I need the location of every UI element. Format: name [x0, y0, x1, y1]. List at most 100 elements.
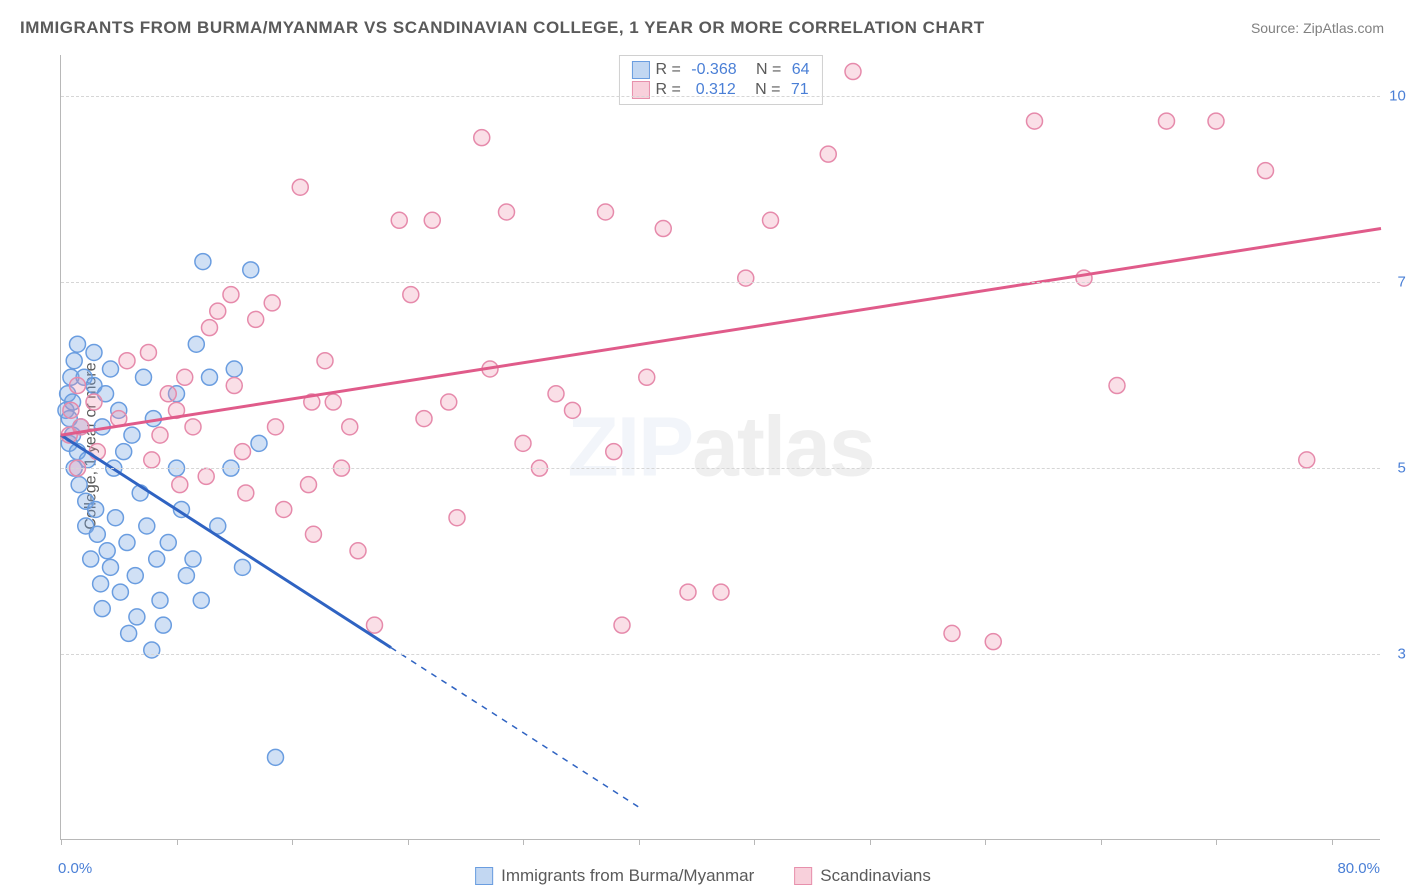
x-tick	[292, 839, 293, 845]
data-point	[178, 568, 194, 584]
data-point	[248, 311, 264, 327]
data-point	[144, 452, 160, 468]
data-point	[301, 477, 317, 493]
data-point	[160, 386, 176, 402]
data-point	[1159, 113, 1175, 129]
data-point	[185, 551, 201, 567]
x-tick	[523, 839, 524, 845]
data-point	[474, 130, 490, 146]
data-point	[1109, 378, 1125, 394]
data-point	[350, 543, 366, 559]
data-point	[276, 501, 292, 517]
data-point	[152, 592, 168, 608]
data-point	[614, 617, 630, 633]
data-point	[944, 625, 960, 641]
series-legend: Immigrants from Burma/Myanmar Scandinavi…	[475, 866, 931, 886]
data-point	[193, 592, 209, 608]
x-tick	[639, 839, 640, 845]
data-point	[144, 642, 160, 658]
data-point	[1299, 452, 1315, 468]
y-tick-label: 32.5%	[1385, 646, 1406, 663]
x-tick	[985, 839, 986, 845]
data-point	[655, 221, 671, 237]
data-point	[127, 568, 143, 584]
data-point	[129, 609, 145, 625]
y-tick-label: 77.5%	[1385, 274, 1406, 291]
data-point	[107, 510, 123, 526]
data-point	[238, 485, 254, 501]
data-point	[235, 559, 251, 575]
data-point	[243, 262, 259, 278]
data-point	[235, 444, 251, 460]
x-tick	[870, 839, 871, 845]
x-tick	[61, 839, 62, 845]
scatter-svg	[61, 55, 1380, 839]
data-point	[88, 501, 104, 517]
gridline	[61, 96, 1380, 97]
data-point	[598, 204, 614, 220]
source-prefix: Source:	[1251, 20, 1303, 36]
data-point	[63, 402, 79, 418]
data-point	[367, 617, 383, 633]
data-point	[264, 295, 280, 311]
data-point	[119, 535, 135, 551]
data-point	[210, 303, 226, 319]
x-tick	[408, 839, 409, 845]
data-point	[1027, 113, 1043, 129]
data-point	[342, 419, 358, 435]
data-point	[292, 179, 308, 195]
data-point	[424, 212, 440, 228]
data-point	[606, 444, 622, 460]
data-point	[548, 386, 564, 402]
data-point	[985, 634, 1001, 650]
data-point	[93, 576, 109, 592]
data-point	[441, 394, 457, 410]
data-point	[71, 477, 87, 493]
legend-item-0: Immigrants from Burma/Myanmar	[475, 866, 754, 886]
trend-line	[61, 229, 1381, 436]
x-tick	[1101, 839, 1102, 845]
data-point	[317, 353, 333, 369]
data-point	[94, 601, 110, 617]
data-point	[198, 468, 214, 484]
chart-title: IMMIGRANTS FROM BURMA/MYANMAR VS SCANDIN…	[20, 18, 985, 38]
swatch-pink-icon	[794, 867, 812, 885]
data-point	[738, 270, 754, 286]
data-point	[136, 369, 152, 385]
data-point	[763, 212, 779, 228]
data-point	[172, 477, 188, 493]
data-point	[223, 287, 239, 303]
source-link[interactable]: ZipAtlas.com	[1303, 20, 1384, 36]
y-tick-label: 55.0%	[1385, 460, 1406, 477]
data-point	[139, 518, 155, 534]
data-point	[1076, 270, 1092, 286]
data-point	[86, 344, 102, 360]
swatch-blue-icon	[475, 867, 493, 885]
x-tick-max: 80.0%	[1337, 860, 1380, 877]
gridline	[61, 282, 1380, 283]
data-point	[177, 369, 193, 385]
data-point	[202, 369, 218, 385]
data-point	[103, 559, 119, 575]
data-point	[325, 394, 341, 410]
legend-item-1: Scandinavians	[794, 866, 931, 886]
data-point	[202, 320, 218, 336]
data-point	[112, 584, 128, 600]
y-tick-label: 100.0%	[1385, 88, 1406, 105]
data-point	[195, 254, 211, 270]
plot-area: ZIPatlas R = -0.368 N = 64 R = 0.312 N =…	[60, 55, 1380, 840]
data-point	[268, 419, 284, 435]
data-point	[160, 535, 176, 551]
data-point	[86, 394, 102, 410]
data-point	[226, 361, 242, 377]
trend-line	[391, 648, 639, 807]
gridline	[61, 654, 1380, 655]
data-point	[185, 419, 201, 435]
x-tick	[1332, 839, 1333, 845]
x-tick	[754, 839, 755, 845]
legend-label-0: Immigrants from Burma/Myanmar	[501, 866, 754, 886]
data-point	[89, 526, 105, 542]
x-tick	[177, 839, 178, 845]
data-point	[713, 584, 729, 600]
data-point	[391, 212, 407, 228]
